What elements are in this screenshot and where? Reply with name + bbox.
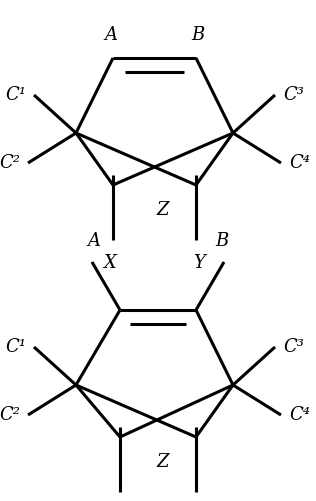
Text: Z: Z bbox=[157, 201, 169, 219]
Text: C²: C² bbox=[0, 406, 20, 424]
Text: C³: C³ bbox=[283, 86, 304, 104]
Text: B: B bbox=[216, 232, 228, 250]
Text: B: B bbox=[191, 26, 205, 44]
Text: Z: Z bbox=[157, 453, 169, 471]
Text: A: A bbox=[105, 26, 118, 44]
Text: C²: C² bbox=[0, 154, 20, 172]
Text: C¹: C¹ bbox=[5, 338, 26, 356]
Text: X: X bbox=[104, 254, 116, 272]
Text: C⁴: C⁴ bbox=[289, 154, 310, 172]
Text: C³: C³ bbox=[283, 338, 304, 356]
Text: A: A bbox=[88, 232, 100, 250]
Text: C¹: C¹ bbox=[5, 86, 26, 104]
Text: Y: Y bbox=[193, 254, 205, 272]
Text: C⁴: C⁴ bbox=[289, 406, 310, 424]
